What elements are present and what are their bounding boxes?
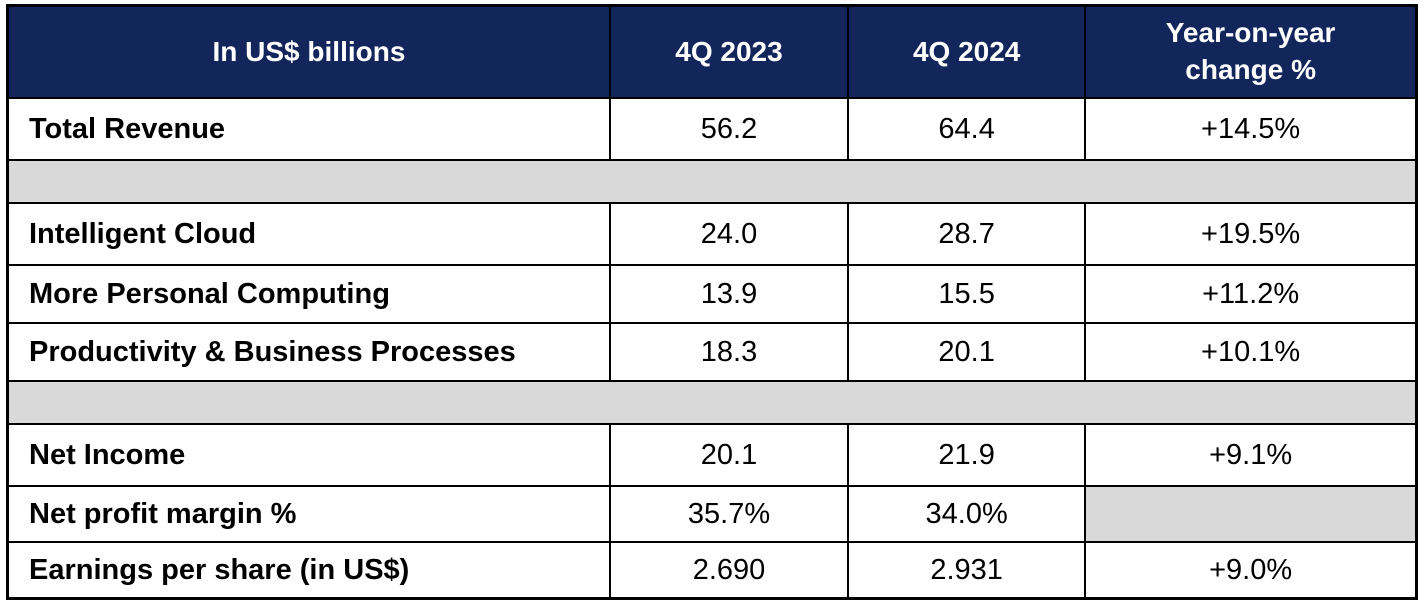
value-yoy-change: +9.1% bbox=[1084, 423, 1418, 487]
value-4q2023: 2.690 bbox=[608, 541, 850, 600]
header-row: In US$ billions 4Q 2023 4Q 2024 Year-on-… bbox=[6, 4, 1418, 99]
table-row-total-revenue: Total Revenue 56.2 64.4 +14.5% bbox=[6, 97, 1418, 161]
spacer-row bbox=[6, 159, 1418, 204]
row-label: Total Revenue bbox=[6, 97, 611, 161]
table-row-earnings-per-share: Earnings per share (in US$) 2.690 2.931 … bbox=[6, 541, 1418, 600]
row-label: More Personal Computing bbox=[6, 264, 611, 324]
spacer-cell bbox=[6, 380, 1418, 425]
value-4q2023: 13.9 bbox=[608, 264, 850, 324]
value-4q2024: 28.7 bbox=[847, 202, 1087, 266]
row-label: Net Income bbox=[6, 423, 611, 487]
row-label: Net profit margin % bbox=[6, 485, 611, 543]
value-yoy-change: +10.1% bbox=[1084, 322, 1418, 382]
value-4q2024: 21.9 bbox=[847, 423, 1087, 487]
financial-results-table: In US$ billions 4Q 2023 4Q 2024 Year-on-… bbox=[6, 4, 1418, 600]
value-4q2024: 64.4 bbox=[847, 97, 1087, 161]
value-4q2023: 56.2 bbox=[608, 97, 850, 161]
value-4q2024: 20.1 bbox=[847, 322, 1087, 382]
row-label: Earnings per share (in US$) bbox=[6, 541, 611, 600]
spacer-row bbox=[6, 380, 1418, 425]
row-label: Productivity & Business Processes bbox=[6, 322, 611, 382]
value-yoy-change-empty bbox=[1084, 485, 1418, 543]
table-row-productivity-business-processes: Productivity & Business Processes 18.3 2… bbox=[6, 322, 1418, 382]
header-cell-metric: In US$ billions bbox=[6, 4, 611, 99]
spacer-cell bbox=[6, 159, 1418, 204]
header-cell-yoy-change: Year-on-year change % bbox=[1084, 4, 1418, 99]
value-yoy-change: +14.5% bbox=[1084, 97, 1418, 161]
value-yoy-change: +19.5% bbox=[1084, 202, 1418, 266]
value-yoy-change: +9.0% bbox=[1084, 541, 1418, 600]
table-row-net-profit-margin: Net profit margin % 35.7% 34.0% bbox=[6, 485, 1418, 543]
value-4q2024: 2.931 bbox=[847, 541, 1087, 600]
table-row-intelligent-cloud: Intelligent Cloud 24.0 28.7 +19.5% bbox=[6, 202, 1418, 266]
row-label: Intelligent Cloud bbox=[6, 202, 611, 266]
value-4q2024: 34.0% bbox=[847, 485, 1087, 543]
value-4q2023: 24.0 bbox=[608, 202, 850, 266]
value-4q2023: 35.7% bbox=[608, 485, 850, 543]
table-row-more-personal-computing: More Personal Computing 13.9 15.5 +11.2% bbox=[6, 264, 1418, 324]
table-row-net-income: Net Income 20.1 21.9 +9.1% bbox=[6, 423, 1418, 487]
value-4q2023: 18.3 bbox=[608, 322, 850, 382]
value-yoy-change: +11.2% bbox=[1084, 264, 1418, 324]
header-cell-4q2024: 4Q 2024 bbox=[847, 4, 1087, 99]
header-cell-4q2023: 4Q 2023 bbox=[608, 4, 850, 99]
value-4q2024: 15.5 bbox=[847, 264, 1087, 324]
value-4q2023: 20.1 bbox=[608, 423, 850, 487]
